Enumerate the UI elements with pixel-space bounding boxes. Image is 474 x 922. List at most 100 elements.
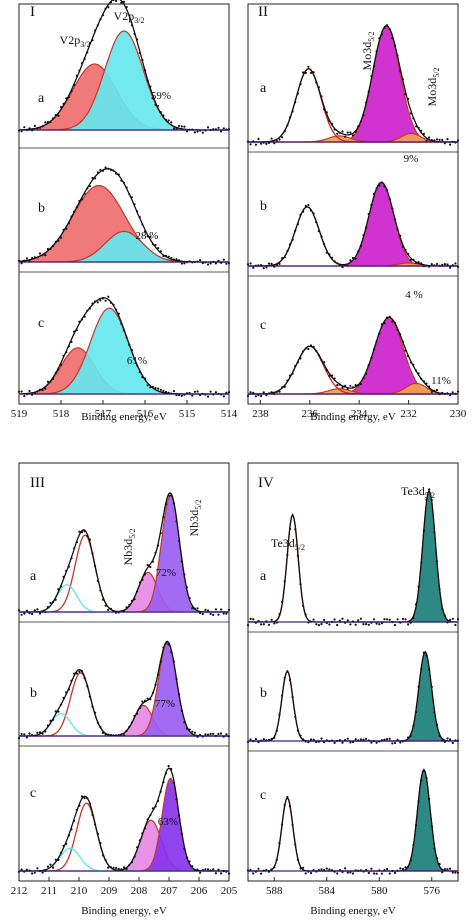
data-point — [120, 179, 123, 182]
data-point — [294, 528, 297, 531]
data-point — [365, 372, 368, 375]
data-point — [265, 394, 268, 397]
data-point — [212, 613, 215, 617]
data-point — [338, 383, 341, 386]
data-point — [149, 698, 152, 701]
data-point — [291, 110, 294, 113]
data-point — [120, 322, 123, 325]
data-point — [309, 738, 313, 741]
data-point — [188, 728, 191, 731]
data-point — [25, 736, 28, 739]
data-point — [299, 867, 302, 870]
data-point — [38, 252, 42, 255]
data-point — [438, 734, 441, 737]
component-curve — [19, 672, 229, 737]
subplot-b: b 4 % — [246, 151, 460, 301]
data-point — [270, 868, 273, 871]
subplot-letter: a — [30, 569, 37, 584]
data-point — [217, 868, 220, 871]
data-point — [151, 385, 154, 388]
x-axis-label: Binding energy, eV — [81, 411, 167, 423]
data-point — [101, 14, 105, 17]
data-point — [412, 117, 415, 120]
data-point — [91, 705, 94, 708]
data-point — [199, 733, 202, 736]
data-point — [302, 604, 305, 607]
data-point — [57, 710, 60, 713]
data-point — [430, 263, 433, 266]
data-point — [20, 262, 23, 265]
data-point — [349, 384, 352, 387]
data-point — [57, 858, 60, 862]
data-point — [252, 266, 255, 269]
data-point — [172, 502, 175, 505]
data-point — [130, 349, 133, 352]
data-point — [206, 868, 210, 871]
data-point — [130, 721, 133, 724]
data-point — [180, 560, 183, 563]
data-point — [246, 394, 250, 398]
data-point — [286, 379, 289, 382]
data-point — [94, 177, 97, 180]
data-point — [283, 385, 286, 388]
data-point — [249, 391, 252, 394]
data-point — [399, 234, 402, 237]
data-point — [386, 24, 389, 27]
data-point — [294, 229, 297, 232]
data-point — [46, 380, 50, 383]
x-tick-label: 514 — [221, 408, 238, 420]
percent-annotation: 4 % — [405, 289, 422, 301]
x-axis-label: Binding energy, eV — [310, 905, 396, 917]
data-point — [167, 643, 170, 646]
data-point — [417, 685, 420, 688]
data-point — [359, 383, 362, 386]
data-point — [267, 623, 271, 626]
data-point — [320, 737, 323, 740]
data-point — [44, 254, 47, 257]
data-point — [154, 103, 157, 106]
data-point — [443, 142, 446, 145]
subplot-letter: b — [260, 199, 267, 214]
data-point — [407, 252, 410, 256]
data-point — [209, 262, 212, 265]
data-point — [428, 797, 431, 800]
data-point — [304, 613, 307, 616]
data-point — [159, 790, 162, 793]
data-point — [154, 243, 157, 247]
data-point — [333, 128, 336, 131]
data-point — [422, 380, 425, 383]
data-point — [246, 624, 250, 627]
data-point — [117, 312, 120, 315]
data-point — [435, 138, 439, 141]
data-point — [328, 868, 331, 871]
data-point — [209, 732, 212, 736]
data-point — [328, 119, 331, 123]
data-point — [249, 617, 252, 621]
envelope-curve — [19, 767, 229, 872]
data-point — [304, 872, 307, 875]
data-point — [456, 139, 460, 142]
data-point — [209, 612, 212, 616]
data-point — [136, 846, 139, 849]
data-point — [320, 622, 323, 626]
subplot-a: a 72% — [17, 491, 231, 617]
data-point — [441, 607, 444, 610]
data-point — [91, 813, 94, 816]
data-point — [36, 608, 39, 611]
data-point — [115, 308, 118, 311]
data-point — [206, 126, 210, 129]
data-point — [378, 184, 381, 187]
data-point — [388, 315, 391, 318]
component-peak — [248, 650, 458, 742]
data-point — [383, 738, 386, 741]
subplot-letter: c — [38, 316, 44, 331]
data-point — [54, 114, 57, 117]
data-point — [59, 236, 63, 239]
data-point — [222, 612, 225, 615]
data-point — [109, 301, 112, 304]
panel-label: II — [258, 4, 268, 20]
data-point — [183, 125, 186, 128]
data-point — [54, 598, 57, 601]
data-point — [296, 729, 299, 732]
data-point — [260, 142, 263, 145]
